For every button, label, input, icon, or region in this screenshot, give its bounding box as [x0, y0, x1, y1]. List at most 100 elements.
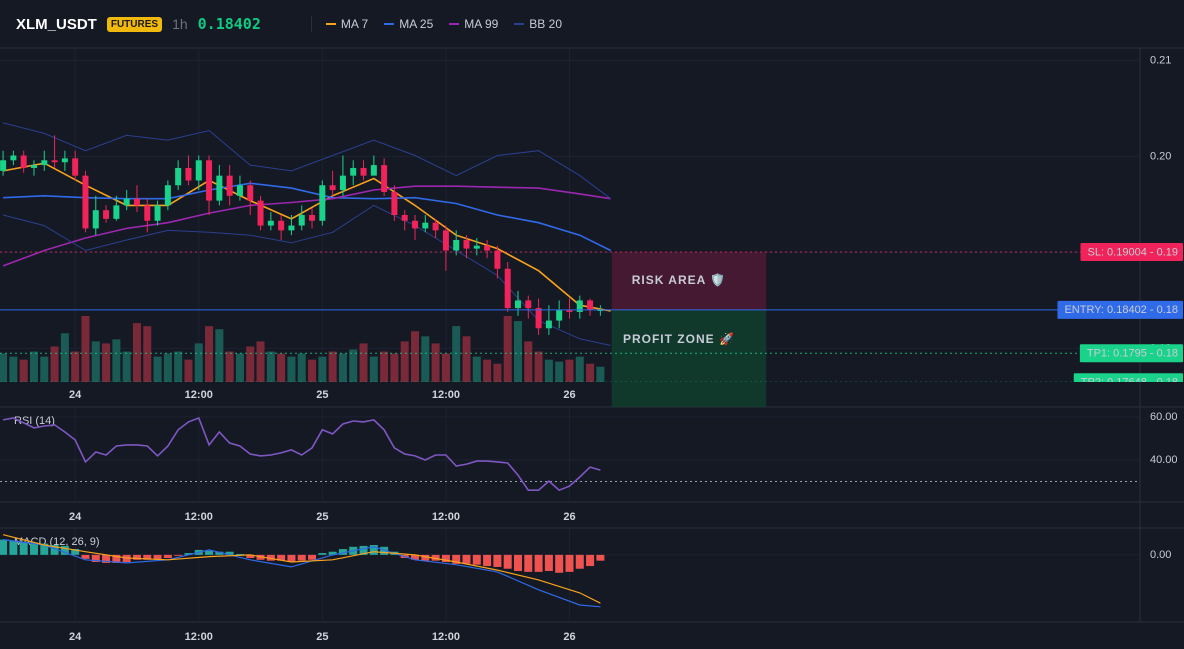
volume-bar: [132, 323, 141, 382]
histogram-bar: [462, 554, 471, 564]
candle-body: [92, 210, 99, 229]
candle-body: [288, 225, 295, 231]
histogram-bar: [318, 553, 327, 555]
volume-bar: [338, 353, 347, 382]
volume-bar: [194, 343, 203, 382]
badge: FUTURES: [106, 16, 163, 32]
volume-bar: [359, 343, 368, 382]
candle-body: [298, 215, 305, 226]
legend-item: BB 20: [514, 17, 562, 31]
volume-bar: [472, 356, 481, 382]
macd-line: [2, 534, 601, 604]
volume-bar: [9, 356, 18, 382]
volume-bar: [411, 331, 420, 382]
level-tag: [1080, 243, 1183, 262]
volume-bar: [19, 359, 28, 382]
candle-body: [82, 175, 89, 229]
candle-body: [329, 185, 336, 191]
x-tick-label: 12:00: [185, 631, 213, 643]
x-tick-label: 24: [69, 631, 82, 643]
level-tag-text: ENTRY: 0.18402 - 0.18: [1064, 304, 1178, 316]
candle-body: [422, 222, 429, 229]
candle-body: [216, 175, 223, 201]
candle-body: [61, 158, 68, 163]
histogram-bar: [338, 549, 347, 555]
level-tag-text: TP1: 0.1795 - 0.18: [1087, 348, 1178, 360]
candle-body: [401, 215, 408, 221]
level-tag: [1057, 300, 1183, 319]
volume-bar: [225, 351, 234, 382]
candle-body: [154, 205, 161, 221]
indicator-line: [3, 182, 612, 252]
candle-body: [484, 245, 491, 251]
histogram-bar: [452, 554, 461, 564]
volume-bar: [524, 341, 533, 382]
histogram-bar: [472, 554, 481, 565]
candle-body: [463, 239, 470, 249]
volume-bar: [441, 353, 450, 382]
histogram-bar: [555, 554, 564, 573]
candle-body: [10, 155, 17, 161]
legend-swatch: [514, 23, 525, 25]
histogram-bar: [102, 554, 111, 563]
candle-body: [525, 300, 532, 309]
volume-bar: [421, 336, 430, 382]
histogram-bar: [81, 554, 90, 559]
volume-bar: [71, 351, 80, 382]
candle-body: [381, 165, 388, 192]
volume-bar: [102, 343, 111, 382]
candle-body: [195, 160, 202, 181]
x-tick-label: 12:00: [432, 511, 460, 523]
volume-bar: [277, 353, 286, 382]
volume-bar: [174, 351, 183, 382]
candle-body: [514, 300, 521, 309]
histogram-bar: [544, 554, 553, 571]
volume-bar: [60, 333, 69, 382]
zone-label: RISK AREA 🛡️: [632, 273, 726, 287]
histogram-bar: [91, 554, 100, 563]
histogram-bar: [266, 554, 275, 561]
candle-body: [556, 310, 563, 321]
volume-bar: [318, 356, 327, 382]
volume-bar: [153, 356, 162, 382]
volume-bar: [29, 351, 38, 382]
histogram-bar: [513, 554, 522, 571]
candle-body: [51, 160, 58, 163]
x-tick-label: 26: [563, 631, 575, 643]
legend-item: MA 7: [325, 17, 369, 31]
histogram-bar: [297, 554, 306, 561]
candle-body: [113, 205, 120, 219]
histogram-bar: [50, 545, 59, 555]
legend-label: MA 25: [399, 17, 434, 31]
histogram-bar: [503, 554, 512, 569]
candle-body: [370, 165, 377, 176]
candle-body: [133, 198, 140, 206]
candle-body: [226, 175, 233, 196]
rsi-line: [2, 416, 601, 492]
volume-bar: [246, 346, 255, 382]
level-tag: [1073, 373, 1183, 382]
histogram-bar: [205, 550, 214, 555]
histogram-bar: [153, 554, 162, 560]
volume-bar: [369, 356, 378, 382]
candle-body: [545, 320, 552, 329]
volume-bar: [0, 353, 8, 382]
legend-label: MA 7: [340, 17, 369, 31]
volume-bar: [431, 343, 440, 382]
volume-bar: [586, 363, 595, 382]
symbol: XLM_USDT: [16, 15, 97, 33]
candle-body: [267, 220, 274, 226]
legend-label: MA 99: [464, 17, 499, 31]
histogram-bar: [163, 554, 172, 558]
legend-label: BB 20: [529, 17, 562, 31]
x-tick-label: 24: [69, 511, 82, 523]
histogram-bar: [112, 554, 121, 563]
histogram-bar: [575, 554, 584, 569]
histogram-bar: [483, 554, 492, 567]
candle-body: [30, 165, 37, 168]
price: 0.18402: [197, 15, 261, 33]
histogram-bar: [225, 551, 234, 555]
histogram-bar: [132, 554, 141, 560]
legend-swatch: [449, 23, 460, 25]
volume-bar: [555, 361, 564, 382]
